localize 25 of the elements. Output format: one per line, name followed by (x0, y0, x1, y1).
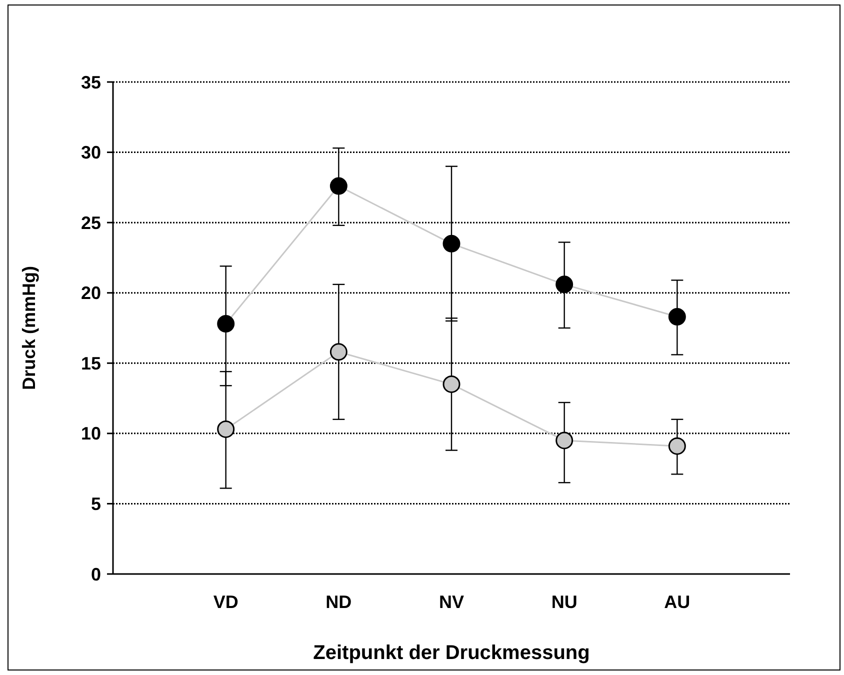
point (217, 420, 235, 438)
y-tick-label: 15 (80, 353, 101, 374)
point (668, 437, 686, 455)
x-tick-label: VD (213, 592, 238, 612)
y-tick-label: 0 (90, 564, 101, 584)
point (556, 276, 574, 294)
x-tick-label: ND (326, 592, 352, 612)
point (668, 308, 686, 326)
point (556, 432, 574, 450)
point (217, 315, 235, 333)
point (330, 343, 348, 361)
x-tick-label: NU (551, 592, 578, 612)
y-tick-label: 10 (80, 424, 101, 444)
y-tick-label: 30 (80, 142, 101, 163)
x-tick-label: AU (664, 592, 690, 612)
y-axis-title: Druck (mmHg) (19, 266, 39, 390)
x-axis-title: Zeitpunkt der Druckmessung (313, 642, 590, 664)
y-tick-label: 20 (80, 283, 101, 304)
point (442, 375, 460, 393)
x-tick-label: NV (438, 592, 464, 612)
y-tick-label: 25 (80, 212, 101, 233)
y-tick-label: 35 (80, 72, 101, 92)
y-tick-label: 5 (90, 494, 101, 514)
point (442, 234, 460, 252)
point (330, 177, 348, 195)
